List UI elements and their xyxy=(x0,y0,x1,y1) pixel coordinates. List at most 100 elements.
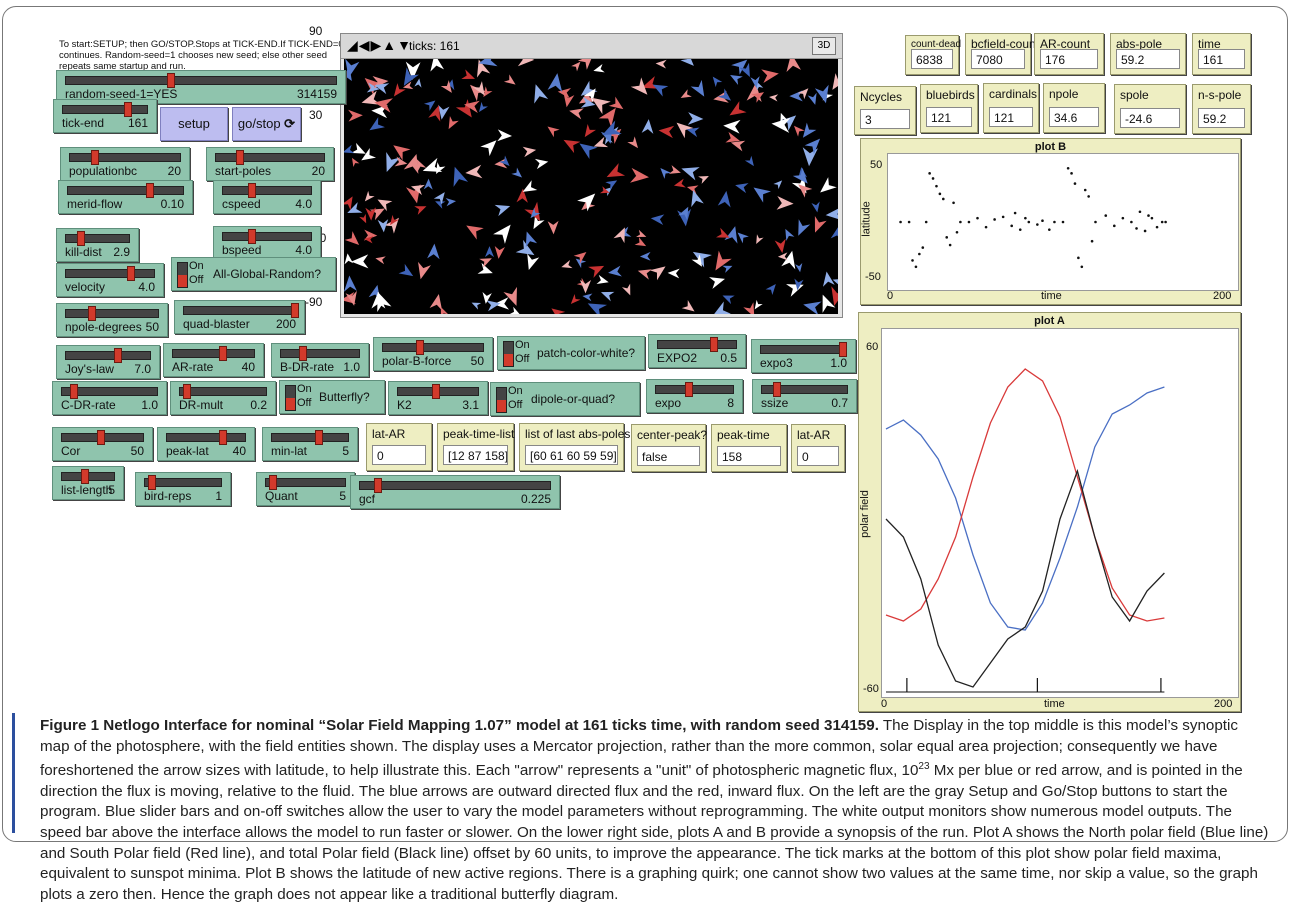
slider-thumb[interactable] xyxy=(147,475,156,490)
slider-thumb[interactable] xyxy=(81,469,89,484)
slider-thumb[interactable] xyxy=(114,348,123,363)
slider-thumb[interactable] xyxy=(247,229,256,244)
slider-track[interactable] xyxy=(280,349,360,358)
slider-track[interactable] xyxy=(359,481,551,490)
slider-track[interactable] xyxy=(655,385,734,394)
slider-thumb[interactable] xyxy=(290,303,299,318)
slider-track[interactable] xyxy=(271,433,349,442)
slider-thumb[interactable] xyxy=(219,430,228,445)
slider-thumb[interactable] xyxy=(166,73,175,88)
slider-track[interactable] xyxy=(65,269,155,278)
slider-start-poles[interactable]: start-poles 20 xyxy=(206,147,334,181)
slider-track[interactable] xyxy=(761,385,848,394)
switch-all-global-random[interactable]: On Off All-Global-Random? xyxy=(171,257,336,291)
slider-track[interactable] xyxy=(65,234,130,243)
slider-track[interactable] xyxy=(65,76,337,85)
slider-track[interactable] xyxy=(760,345,847,354)
slider-track[interactable] xyxy=(222,186,312,195)
slider-expo3[interactable]: expo3 1.0 xyxy=(751,339,856,373)
slider-c-dr-rate[interactable]: C-DR-rate 1.0 xyxy=(52,381,167,415)
slider-polar-b-force[interactable]: polar-B-force 50 xyxy=(373,337,493,371)
slider-quant[interactable]: Quant 5 xyxy=(256,472,355,506)
slider-thumb[interactable] xyxy=(236,150,245,165)
slider-thumb[interactable] xyxy=(416,340,425,355)
slider-random-seed-1-yes[interactable]: random-seed-1=YES 314159 xyxy=(56,70,346,104)
flux-arrow xyxy=(472,81,485,96)
switch-dipole-or-quad[interactable]: On Off dipole-or-quad? xyxy=(490,382,640,416)
slider-min-lat[interactable]: min-lat 5 xyxy=(262,427,358,461)
flux-arrow xyxy=(435,201,446,209)
setup-button[interactable]: setup xyxy=(160,107,228,141)
slider-thumb[interactable] xyxy=(315,430,324,445)
slider-thumb[interactable] xyxy=(374,478,383,493)
slider-thumb[interactable] xyxy=(70,384,79,399)
slider-npole-degrees[interactable]: npole-degrees 50 xyxy=(56,303,168,337)
slider-track[interactable] xyxy=(69,153,181,162)
slider-bird-reps[interactable]: bird-reps 1 xyxy=(135,472,231,506)
slider-thumb[interactable] xyxy=(77,231,86,246)
slider-tick-end[interactable]: tick-end 161 xyxy=(53,99,157,133)
slider-thumb[interactable] xyxy=(96,430,105,445)
slider-expo2[interactable]: EXPO2 0.5 xyxy=(648,334,746,368)
slider-track[interactable] xyxy=(215,153,325,162)
slider-cspeed[interactable]: cspeed 4.0 xyxy=(213,180,321,214)
slider-thumb[interactable] xyxy=(838,342,847,357)
toggle-handle[interactable] xyxy=(177,262,188,288)
photosphere-map[interactable] xyxy=(344,59,838,314)
slider-merid-flow[interactable]: merid-flow 0.10 xyxy=(58,180,193,214)
slider-cor[interactable]: Cor 50 xyxy=(52,427,153,461)
slider-ssize[interactable]: ssize 0.7 xyxy=(752,379,857,413)
slider-track[interactable] xyxy=(222,232,312,241)
slider-thumb[interactable] xyxy=(146,183,155,198)
slider-velocity[interactable]: velocity 4.0 xyxy=(56,263,164,297)
slider-quad-blaster[interactable]: quad-blaster 200 xyxy=(174,300,305,334)
slider-thumb[interactable] xyxy=(685,382,693,397)
toggle-handle[interactable] xyxy=(285,385,296,411)
flux-arrow xyxy=(527,253,540,271)
slider-expo[interactable]: expo 8 xyxy=(646,379,743,413)
slider-thumb[interactable] xyxy=(247,183,256,198)
slider-track[interactable] xyxy=(67,186,184,195)
slider-list-length[interactable]: list-length 5 xyxy=(52,466,124,500)
slider-peak-lat[interactable]: peak-lat 40 xyxy=(157,427,255,461)
slider-thumb[interactable] xyxy=(432,384,441,399)
slider-thumb[interactable] xyxy=(126,266,135,281)
slider-bspeed[interactable]: bspeed 4.0 xyxy=(213,226,321,260)
slider-thumb[interactable] xyxy=(710,337,719,352)
slider-track[interactable] xyxy=(265,478,346,487)
slider-track[interactable] xyxy=(61,387,158,396)
slider-thumb[interactable] xyxy=(268,475,277,490)
slider-thumb[interactable] xyxy=(183,384,192,399)
slider-track[interactable] xyxy=(657,340,737,349)
slider-thumb[interactable] xyxy=(87,306,96,321)
slider-ar-rate[interactable]: AR-rate 40 xyxy=(163,343,264,377)
slider-kill-dist[interactable]: kill-dist 2.9 xyxy=(56,228,139,262)
slider-track[interactable] xyxy=(179,387,267,396)
slider-gcf[interactable]: gcf 0.225 xyxy=(350,475,560,509)
slider-track[interactable] xyxy=(382,343,484,352)
slider-track[interactable] xyxy=(144,478,222,487)
slider-thumb[interactable] xyxy=(773,382,782,397)
slider-thumb[interactable] xyxy=(219,346,228,361)
toggle-handle[interactable] xyxy=(496,387,507,413)
slider-joy-s-law[interactable]: Joy's-law 7.0 xyxy=(56,345,160,379)
switch-butterfly[interactable]: On Off Butterfly? xyxy=(279,380,385,414)
slider-track[interactable] xyxy=(172,349,255,358)
slider-thumb[interactable] xyxy=(299,346,307,361)
go-button[interactable]: go/stop ⟳ xyxy=(232,107,301,141)
slider-track[interactable] xyxy=(65,351,151,360)
slider-dr-mult[interactable]: DR-mult 0.2 xyxy=(170,381,276,415)
toggle-handle[interactable] xyxy=(503,341,514,367)
slider-track[interactable] xyxy=(65,309,159,318)
slider-b-dr-rate[interactable]: B-DR-rate 1.0 xyxy=(271,343,369,377)
slider-thumb[interactable] xyxy=(90,150,99,165)
view-3d-button[interactable]: 3D xyxy=(812,37,836,55)
switch-patch-color-white[interactable]: On Off patch-color-white? xyxy=(497,336,645,370)
slider-track[interactable] xyxy=(166,433,246,442)
view-control-icons[interactable]: ◢◀▶▲▼ xyxy=(347,37,413,53)
slider-track[interactable] xyxy=(183,306,296,315)
slider-k2[interactable]: K2 3.1 xyxy=(388,381,488,415)
slider-track[interactable] xyxy=(62,105,148,114)
slider-populationbc[interactable]: populationbc 20 xyxy=(60,147,190,181)
slider-thumb[interactable] xyxy=(123,102,132,117)
